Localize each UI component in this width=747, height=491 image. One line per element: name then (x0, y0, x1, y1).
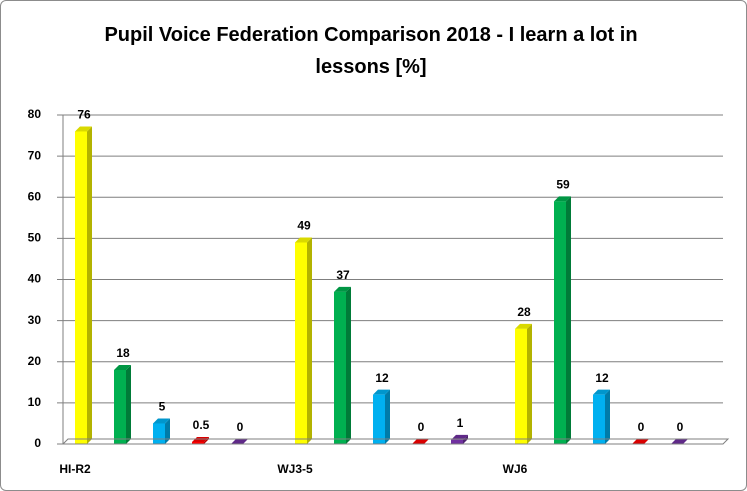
bar-side (605, 389, 610, 444)
bar (593, 394, 605, 444)
data-label: 0.5 (193, 418, 210, 432)
bar-side (307, 237, 312, 444)
bar-top (515, 323, 532, 329)
bar-top (334, 286, 351, 292)
data-label: 28 (517, 305, 531, 319)
bar-top (632, 439, 649, 444)
bar (192, 441, 204, 444)
x-tick-label: WJ6 (503, 462, 528, 476)
data-label: 49 (297, 219, 311, 233)
y-tick-label: 40 (28, 272, 42, 286)
bar-side (385, 389, 390, 444)
data-label: 5 (159, 400, 166, 414)
bar (554, 201, 566, 444)
bar-side (126, 364, 131, 444)
data-label: 12 (595, 371, 609, 385)
data-label: 18 (116, 346, 130, 360)
bar (295, 242, 307, 444)
bar (451, 439, 463, 444)
chart-title: Pupil Voice Federation Comparison 2018 -… (104, 24, 638, 78)
x-tick-label: WJ3-5 (277, 462, 313, 476)
bar-side (87, 126, 92, 444)
bar-top (231, 439, 248, 444)
data-label: 12 (375, 371, 389, 385)
bar-side (566, 196, 571, 444)
data-label: 59 (556, 178, 570, 192)
bar-top (554, 196, 571, 202)
bar-top (75, 126, 92, 132)
bar (153, 423, 165, 444)
y-tick-label: 30 (28, 313, 42, 327)
data-label: 0 (638, 420, 645, 434)
bar (75, 131, 87, 444)
data-label: 76 (77, 108, 91, 122)
y-tick-label: 70 (28, 148, 42, 162)
bar-side (346, 286, 351, 444)
y-tick-label: 0 (34, 436, 41, 450)
y-tick-label: 60 (28, 189, 42, 203)
y-tick-label: 20 (28, 354, 42, 368)
y-tick-label: 80 (28, 107, 42, 121)
bar-top (373, 389, 390, 395)
bar-top (114, 364, 131, 370)
data-label: 0 (418, 420, 425, 434)
data-label: 37 (336, 268, 350, 282)
y-tick-label: 10 (28, 395, 42, 409)
bar-side (165, 418, 170, 444)
data-label: 0 (677, 420, 684, 434)
bar-top (295, 237, 312, 243)
bar-top (153, 418, 170, 424)
bar (515, 328, 527, 444)
bar (334, 291, 346, 444)
bar-top (593, 389, 610, 395)
bar (114, 369, 126, 444)
bar-top (412, 439, 429, 444)
data-label: 0 (237, 420, 244, 434)
bar-top (671, 439, 688, 444)
y-tick-label: 50 (28, 231, 42, 245)
bar-side (527, 323, 532, 444)
x-tick-label: HI-R2 (59, 462, 91, 476)
data-label: 1 (457, 416, 464, 430)
bar (373, 394, 385, 444)
